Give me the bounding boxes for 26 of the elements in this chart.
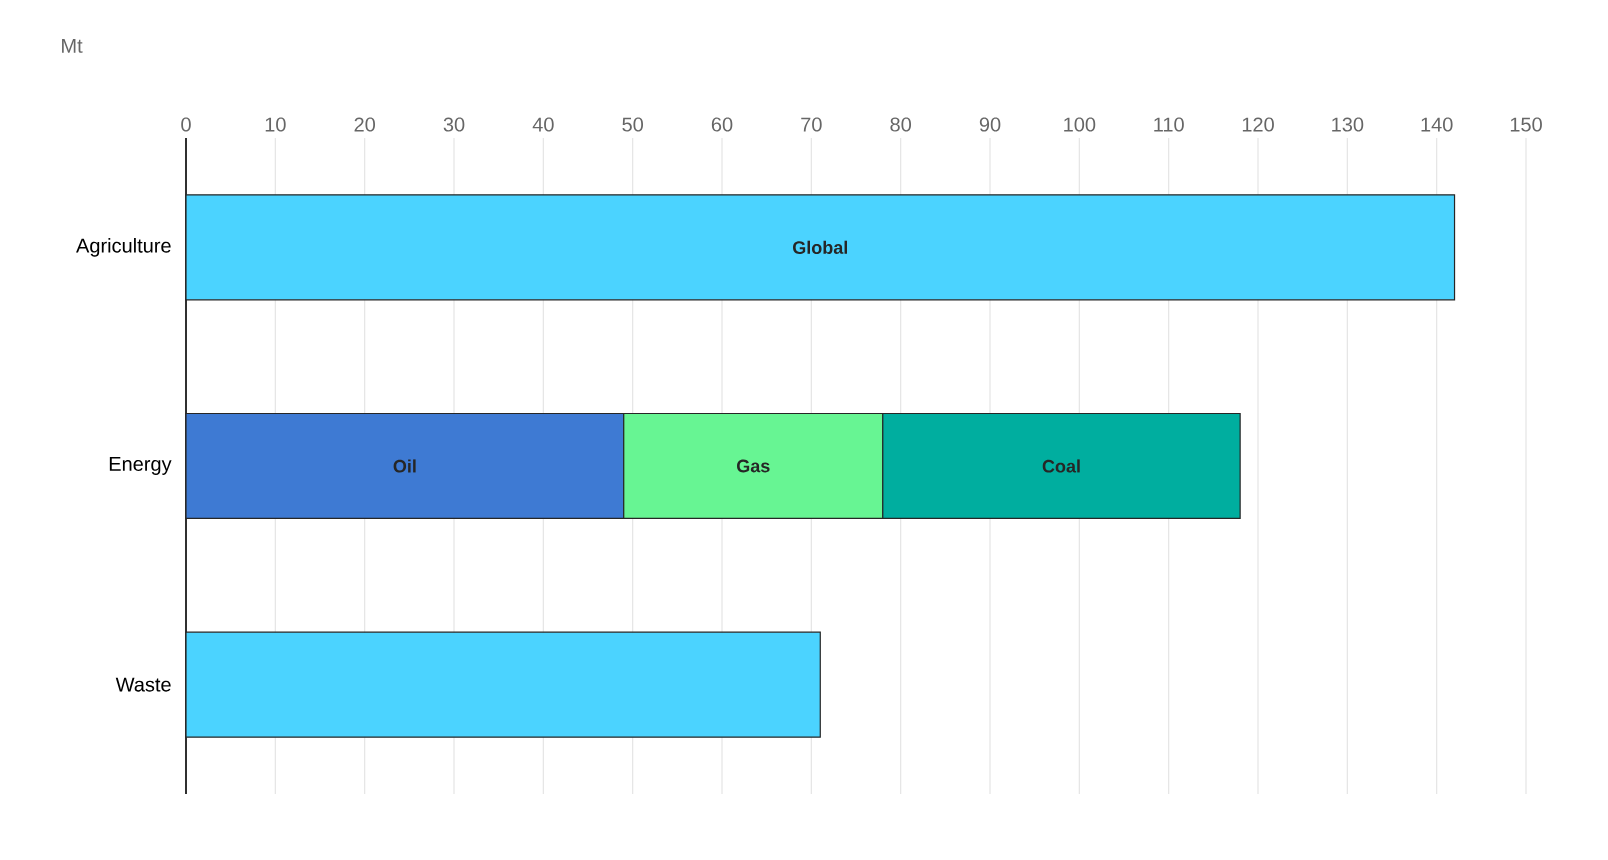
x-tick-label: 90 — [979, 117, 1001, 132]
x-tick-label: 30 — [443, 117, 465, 132]
x-tick-label: 0 — [181, 117, 191, 132]
x-tick-label: 10 — [265, 117, 286, 132]
x-tick-label: 140 — [1421, 117, 1453, 132]
series-label: Global — [793, 240, 848, 254]
x-tick-label: 40 — [532, 117, 554, 132]
x-tick-label: 120 — [1242, 117, 1274, 132]
y-tick-label: Agriculture — [76, 238, 171, 257]
x-axis-title: Mt — [62, 38, 83, 53]
bar — [185, 194, 1456, 301]
x-tick-label: 130 — [1332, 117, 1364, 132]
x-tick-label: 20 — [354, 117, 376, 132]
bar — [185, 631, 821, 738]
series-label: Coal — [1042, 459, 1080, 473]
y-tick-label: Waste — [115, 677, 171, 692]
x-tick-label: 50 — [622, 117, 644, 132]
x-tick-label: 100 — [1064, 117, 1096, 132]
series-label: Gas — [737, 459, 770, 473]
x-tick-label: 110 — [1154, 117, 1184, 132]
series-label: Oil — [393, 459, 416, 473]
x-tick-label: 80 — [890, 117, 912, 132]
y-tick-label: Energy — [109, 457, 172, 475]
x-tick-label: 150 — [1510, 117, 1542, 132]
x-tick-label: 70 — [801, 117, 822, 132]
x-tick-label: 60 — [711, 117, 733, 132]
